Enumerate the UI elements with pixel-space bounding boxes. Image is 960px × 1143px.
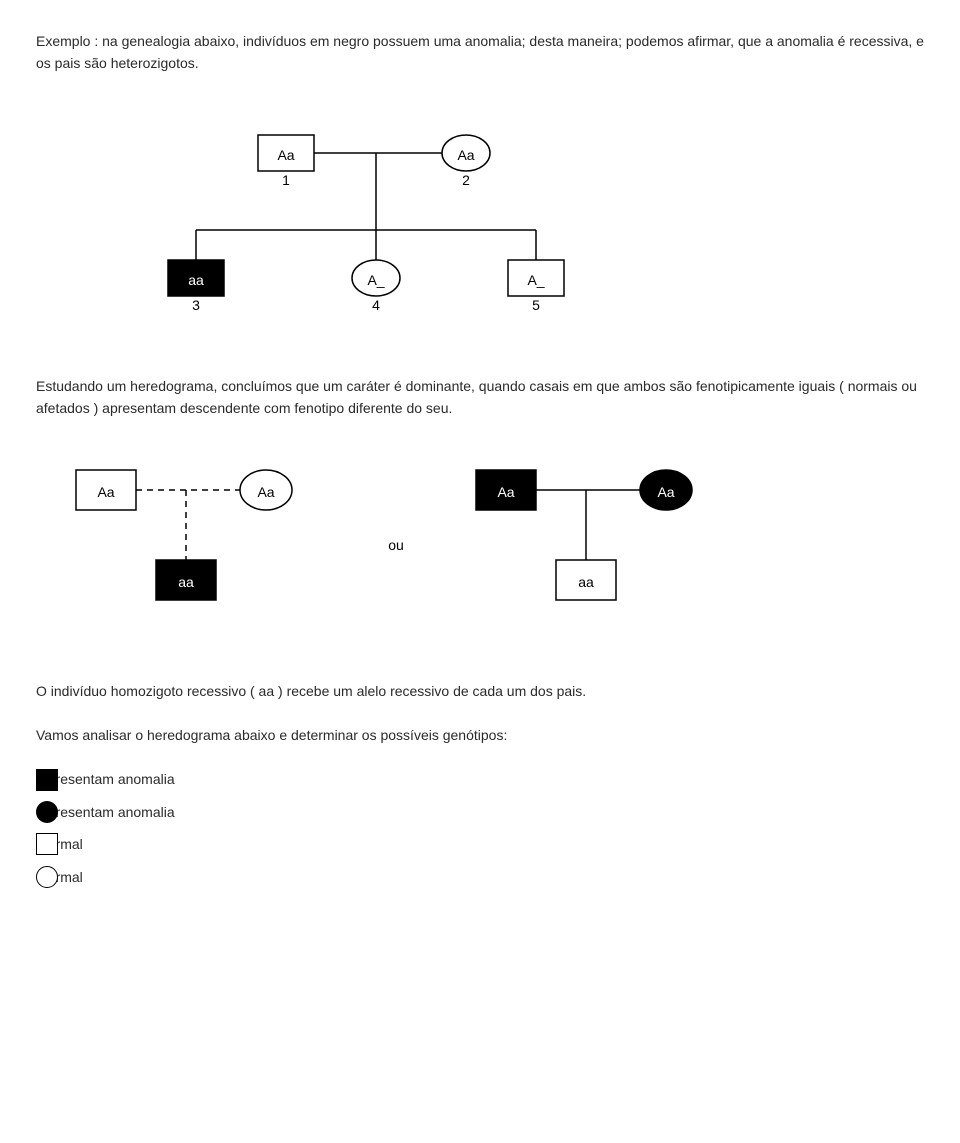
svg-text:A_: A_ <box>367 272 384 288</box>
paragraph-1: Exemplo : na genealogia abaixo, indivídu… <box>36 30 924 75</box>
svg-text:Aa: Aa <box>277 147 294 163</box>
legend-symbol <box>36 801 58 823</box>
legend-label: apresentam anomalia <box>40 768 175 790</box>
svg-text:4: 4 <box>372 297 380 313</box>
svg-text:Aa: Aa <box>657 484 674 500</box>
svg-text:1: 1 <box>282 172 290 188</box>
legend-row: normal <box>36 833 924 855</box>
legend-row: apresentam anomalia <box>36 801 924 823</box>
legend-block: apresentam anomalia apresentam anomalia no… <box>36 768 924 888</box>
svg-text:5: 5 <box>532 297 540 313</box>
svg-text:aa: aa <box>178 574 194 590</box>
legend-label: apresentam anomalia <box>40 801 175 823</box>
legend-symbol <box>36 866 58 888</box>
legend-symbol <box>36 833 58 855</box>
svg-text:2: 2 <box>462 172 470 188</box>
paragraph-4: Vamos analisar o heredograma abaixo e de… <box>36 724 924 746</box>
svg-text:Aa: Aa <box>257 484 274 500</box>
svg-text:aa: aa <box>578 574 594 590</box>
paragraph-3: O indivíduo homozigoto recessivo ( aa ) … <box>36 680 924 702</box>
svg-text:3: 3 <box>192 297 200 313</box>
legend-symbol <box>36 769 58 791</box>
svg-text:Aa: Aa <box>97 484 114 500</box>
svg-text:ou: ou <box>388 537 404 553</box>
svg-text:A_: A_ <box>527 272 544 288</box>
paragraph-2: Estudando um heredograma, concluímos que… <box>36 375 924 420</box>
pedigree-diagram-1: Aa Aa 1 2 aa 3 A_ 4 A_ 5 <box>36 105 924 335</box>
pedigree-diagram-2: Aa Aa aa Aa Aa aa ou <box>36 450 924 620</box>
svg-text:aa: aa <box>188 272 204 288</box>
legend-row: normal <box>36 866 924 888</box>
legend-row: apresentam anomalia <box>36 768 924 790</box>
svg-text:Aa: Aa <box>497 484 514 500</box>
svg-text:Aa: Aa <box>457 147 474 163</box>
